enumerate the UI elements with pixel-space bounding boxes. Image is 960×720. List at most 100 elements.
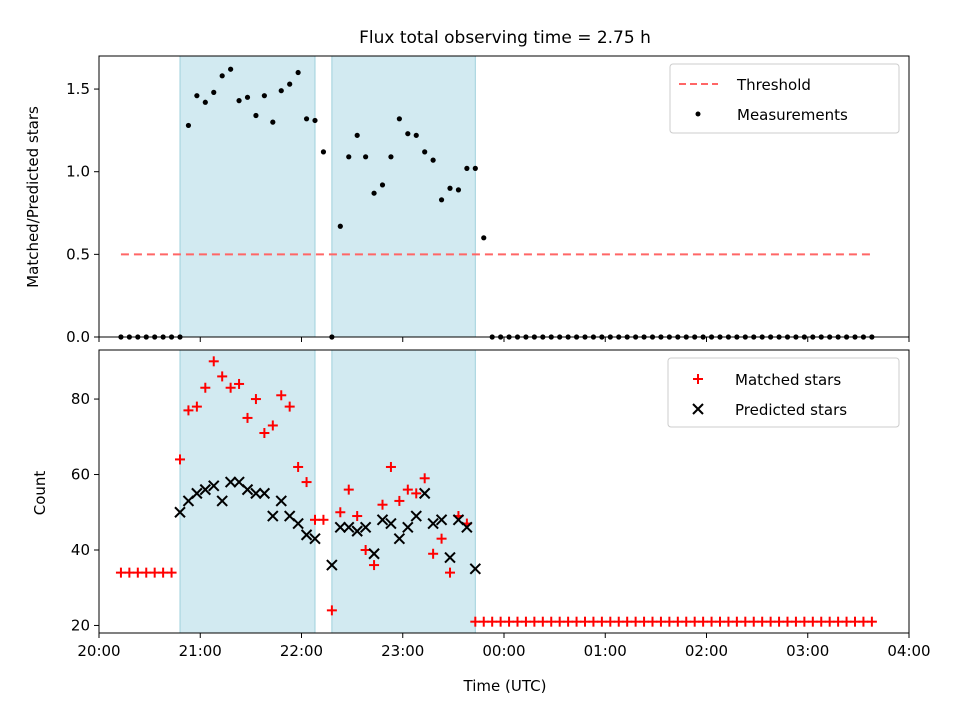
matched-point <box>267 420 278 431</box>
matched-point <box>841 616 852 627</box>
matched-point <box>824 616 835 627</box>
matched-point <box>175 454 185 465</box>
measurement-point <box>236 98 242 104</box>
measurement-point <box>312 117 318 124</box>
matched-point <box>385 461 396 472</box>
bottom-ytick-label: 60 <box>71 466 90 484</box>
matched-point <box>495 616 506 627</box>
predicted-point <box>250 487 262 500</box>
matched-point <box>250 394 261 405</box>
measurement-point <box>185 122 192 129</box>
predicted-point <box>427 517 439 530</box>
matched-point <box>419 473 430 484</box>
matched-point <box>369 560 380 571</box>
matched-point <box>757 616 768 627</box>
xtick-label: 00:00 <box>482 642 525 660</box>
legend-matched-swatch <box>693 374 703 384</box>
measurement-point <box>287 81 293 87</box>
measurement-point <box>472 165 478 171</box>
bottom-predicted-points <box>174 476 482 575</box>
predicted-point <box>241 483 254 496</box>
matched-point <box>731 616 742 627</box>
top-y-ticks: 0.0 0.5 1.0 1.5 <box>66 80 99 346</box>
top-y-axis-label: Matched/Predicted stars <box>24 106 42 288</box>
matched-point <box>655 616 666 627</box>
measurement-point <box>211 89 217 95</box>
matched-point <box>318 514 329 525</box>
xtick-label: 20:00 <box>77 642 120 660</box>
matched-point <box>664 616 675 627</box>
legend-predicted-label: Predicted stars <box>735 401 847 419</box>
bottom-legend-box <box>667 357 900 428</box>
measurement-point <box>422 149 428 155</box>
matched-point <box>706 616 717 627</box>
matched-point <box>478 616 489 627</box>
matched-point <box>563 616 574 627</box>
measurement-point <box>337 223 343 229</box>
measurement-point <box>244 94 251 100</box>
measurement-point <box>346 154 352 160</box>
chart-title: Flux total observing time = 2.75 h <box>359 28 651 48</box>
matched-point <box>158 567 169 578</box>
measurement-point <box>396 116 402 122</box>
predicted-point <box>444 551 456 564</box>
matched-point <box>191 401 202 412</box>
matched-point <box>765 616 776 627</box>
matched-point <box>377 499 388 510</box>
bottom-ytick-label: 40 <box>71 541 90 559</box>
matched-point <box>546 616 557 627</box>
top-legend-box <box>669 63 900 134</box>
matched-point <box>740 616 751 627</box>
top-span-0 <box>179 55 316 338</box>
top-observing-spans <box>179 55 476 338</box>
legend-measurements-label: Measurements <box>737 106 848 124</box>
predicted-point <box>469 563 482 575</box>
matched-point <box>225 382 236 393</box>
matched-point <box>115 567 126 578</box>
matched-point <box>647 616 658 627</box>
bottom-observing-spans <box>179 349 476 634</box>
matched-point <box>242 412 253 423</box>
measurement-point <box>320 149 327 155</box>
matched-point <box>470 616 481 627</box>
matched-point <box>715 616 725 627</box>
predicted-point <box>402 521 414 534</box>
measurement-point <box>261 93 267 99</box>
bottom-panel: 20 40 60 80 20:00 21:00 22:00 23:00 00:00 01:00 0… <box>31 349 931 695</box>
measurement-point <box>228 66 234 72</box>
matched-point <box>799 616 810 627</box>
top-span-1 <box>331 55 476 338</box>
predicted-point <box>351 525 363 537</box>
matched-point <box>141 567 152 578</box>
predicted-point <box>435 514 448 526</box>
matched-point <box>183 405 194 416</box>
measurement-point <box>253 112 259 119</box>
matched-point <box>858 616 869 627</box>
matched-point <box>208 356 219 367</box>
matched-point <box>571 616 582 627</box>
matched-point <box>352 511 363 522</box>
matched-point <box>445 567 455 578</box>
matched-point <box>748 616 759 627</box>
measurement-point <box>270 119 276 125</box>
legend-threshold-label: Threshold <box>736 76 811 94</box>
bottom-ytick-label: 20 <box>71 616 90 634</box>
measurement-point <box>202 99 208 105</box>
matched-point <box>790 616 801 627</box>
matched-point <box>816 616 827 627</box>
predicted-point <box>191 487 203 500</box>
matched-point <box>630 616 641 627</box>
legend-predicted-swatch <box>692 403 704 415</box>
predicted-point <box>216 495 228 507</box>
matched-point <box>276 390 287 401</box>
matched-point <box>596 616 607 627</box>
matched-point <box>866 616 877 627</box>
matched-point <box>200 382 211 393</box>
predicted-point <box>224 476 237 488</box>
predicted-point <box>334 521 347 534</box>
xtick-label: 21:00 <box>179 642 222 660</box>
xtick-label: 04:00 <box>887 642 930 660</box>
predicted-point <box>309 532 321 545</box>
x-axis-label: Time (UTC) <box>463 677 547 695</box>
